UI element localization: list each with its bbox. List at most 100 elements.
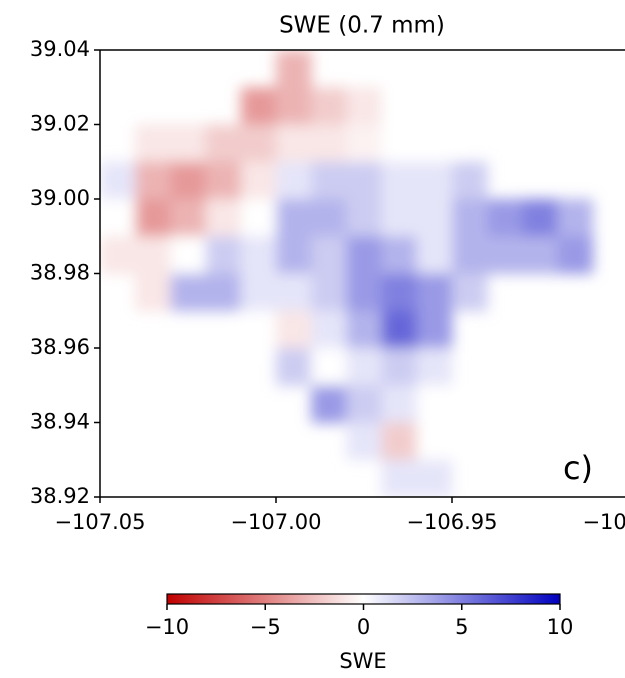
contour-cell <box>276 161 312 200</box>
contour-cell <box>311 199 347 237</box>
contour-cell <box>381 459 418 497</box>
contour-cell <box>346 161 383 200</box>
contour-cell <box>276 199 312 237</box>
contour-cell <box>346 124 383 163</box>
contour-cell <box>135 124 171 163</box>
contour-cell <box>416 199 453 237</box>
contour-cell <box>170 273 207 312</box>
contour-cell <box>346 273 383 312</box>
contour-cell <box>487 199 523 237</box>
contour-cell <box>276 236 312 274</box>
contour-cell <box>276 348 312 386</box>
contour-cell <box>100 161 136 200</box>
contour-cell <box>240 87 277 125</box>
contour-cell <box>452 273 488 312</box>
contour-cell <box>135 161 171 200</box>
contour-cell <box>311 385 347 423</box>
contour-cell <box>276 310 312 349</box>
contour-cell <box>381 236 418 274</box>
contour-cell <box>135 199 171 237</box>
contour-cell <box>381 124 418 163</box>
contour-cell <box>240 273 277 312</box>
contour-cell <box>311 310 347 349</box>
contour-cell <box>487 236 523 274</box>
contour-cell <box>135 236 171 274</box>
x-tick-label: −106.90 <box>582 510 625 534</box>
contour-cell <box>452 199 488 237</box>
contour-cell <box>416 422 453 461</box>
contour-cell <box>205 236 242 274</box>
contour-cell <box>381 348 418 386</box>
contour-cell <box>240 310 277 349</box>
contour-cell <box>522 199 559 237</box>
contour-cell <box>346 422 383 461</box>
colorbar-tick-label: −5 <box>250 615 281 639</box>
panel-label: c) <box>563 449 593 487</box>
colorbar-tick-label: 0 <box>357 615 370 639</box>
chart-title: SWE (0.7 mm) <box>279 13 445 39</box>
colorbar-label: SWE <box>339 649 386 673</box>
contour-cell <box>346 87 383 125</box>
y-tick-label: 38.92 <box>30 484 90 508</box>
contour-cell <box>416 273 453 312</box>
y-tick-label: 38.96 <box>30 335 90 359</box>
contour-cell <box>311 348 347 386</box>
contour-cell <box>557 199 594 237</box>
contour-cell <box>346 199 383 237</box>
contour-cell <box>522 236 559 274</box>
contour-cell <box>205 124 242 163</box>
contour-cell <box>240 161 277 200</box>
contour-cell <box>100 199 136 237</box>
x-tick-label: −107.05 <box>54 510 145 534</box>
contour-cell <box>346 385 383 423</box>
contour-cell <box>416 236 453 274</box>
contour-cell <box>452 161 488 200</box>
y-tick-label: 39.02 <box>30 112 90 136</box>
contour-cell <box>276 124 312 163</box>
contour-cell <box>381 87 418 125</box>
contour-cell <box>276 87 312 125</box>
contour-cell <box>346 348 383 386</box>
contour-cell <box>205 273 242 312</box>
contour-cell <box>381 273 418 312</box>
contour-cell <box>416 124 453 163</box>
contour-cell <box>170 199 207 237</box>
contour-cell <box>205 161 242 200</box>
contour-field <box>100 50 594 497</box>
colorbar-tick-label: 5 <box>455 615 468 639</box>
contour-cell <box>240 199 277 237</box>
y-tick-label: 39.00 <box>30 186 90 210</box>
y-tick-label: 38.98 <box>30 261 90 285</box>
contour-cell <box>311 273 347 312</box>
y-tick-label: 39.04 <box>30 37 90 61</box>
contour-cell <box>346 236 383 274</box>
contour-cell <box>452 236 488 274</box>
contour-cell <box>276 50 312 88</box>
contour-cell <box>416 385 453 423</box>
colorbar-tick-label: 10 <box>547 615 574 639</box>
x-tick-label: −107.00 <box>230 510 321 534</box>
contour-cell <box>205 199 242 237</box>
contour-cell <box>416 310 453 349</box>
contour-cell <box>311 161 347 200</box>
x-tick-label: −106.95 <box>406 510 497 534</box>
contour-cell <box>240 124 277 163</box>
y-tick-label: 38.94 <box>30 410 90 434</box>
contour-cell <box>381 422 418 461</box>
contour-cell <box>311 87 347 125</box>
contour-cell <box>416 348 453 386</box>
contour-cell <box>381 310 418 349</box>
colorbar-tick-label: −10 <box>145 615 189 639</box>
contour-cell <box>170 236 207 274</box>
contour-cell <box>381 199 418 237</box>
contour-cell <box>170 161 207 200</box>
contour-cell <box>311 236 347 274</box>
contour-cell <box>240 236 277 274</box>
contour-cell <box>276 273 312 312</box>
contour-cell <box>100 236 136 274</box>
contour-cell <box>170 124 207 163</box>
contour-cell <box>416 161 453 200</box>
contour-cell <box>416 459 453 497</box>
contour-cell <box>135 273 171 312</box>
